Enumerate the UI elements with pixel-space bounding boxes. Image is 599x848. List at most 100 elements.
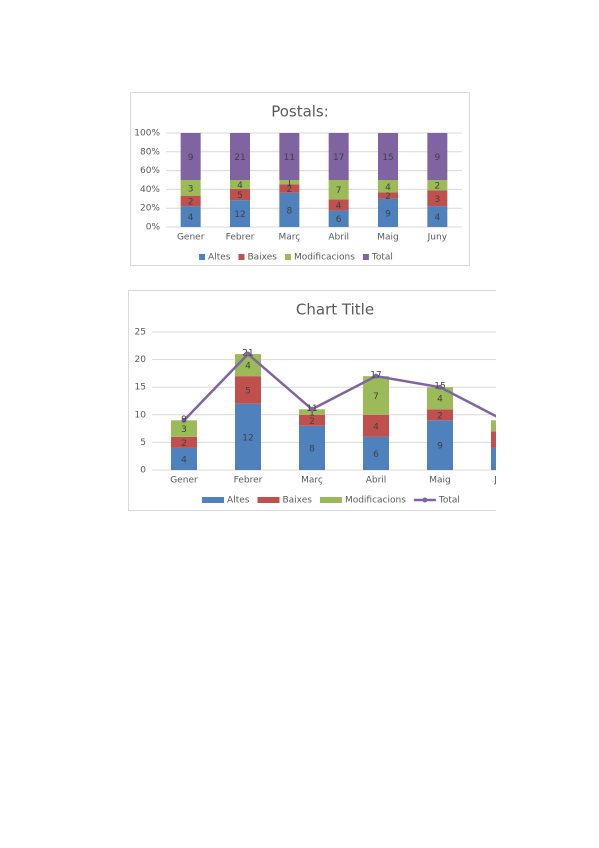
data-label: 3	[181, 425, 187, 435]
data-label: 7	[373, 392, 379, 402]
bar-segment	[171, 447, 197, 470]
x-tick-label: Maig	[377, 233, 399, 243]
bar-segment	[299, 425, 325, 470]
y-tick-label: 5	[140, 438, 146, 448]
chart-title: Chart Title	[296, 301, 374, 319]
bar-segment	[171, 420, 197, 437]
legend-label: Modificacions	[345, 496, 406, 506]
chart-postals: Postals: 0%20%40%60%80%100%Gener4239Febr…	[130, 92, 470, 266]
bar-segment	[230, 180, 250, 189]
data-label: 2	[437, 411, 443, 421]
bar-segment	[180, 206, 201, 227]
legend-label: Total	[371, 253, 393, 263]
data-label: 6	[373, 450, 379, 460]
legend-swatch	[284, 254, 291, 260]
data-label: 6	[336, 215, 342, 225]
data-label: 5	[237, 191, 243, 201]
y-tick-label: 20	[135, 355, 147, 365]
bar-segment	[235, 376, 261, 404]
line-marker	[309, 406, 315, 412]
y-tick-label: 60%	[140, 166, 160, 176]
line-marker	[437, 384, 443, 390]
bar-segment	[378, 133, 398, 180]
x-tick-label: Març	[278, 233, 300, 243]
data-label: 4	[181, 455, 187, 465]
bar-segment	[427, 206, 448, 227]
bar-segment	[328, 133, 349, 180]
data-label: 4	[437, 395, 443, 405]
bar-segment	[180, 180, 201, 196]
data-label: 8	[286, 206, 292, 216]
bar-segment	[180, 133, 201, 180]
y-tick-label: 100%	[134, 129, 160, 139]
data-label: 2	[385, 192, 391, 202]
bar-segment	[230, 133, 250, 180]
x-tick-label: Maig	[429, 476, 451, 486]
bar-segment	[427, 409, 453, 421]
bar-segment	[180, 195, 201, 207]
data-label: 4	[245, 362, 251, 372]
data-label: 4	[434, 213, 440, 223]
data-label: 12	[234, 210, 245, 220]
x-tick-label: Abril	[328, 233, 349, 243]
bar-segment	[279, 184, 300, 193]
bar-segment	[427, 180, 448, 191]
legend-label: Baixes	[247, 253, 277, 263]
bar-segment	[491, 420, 496, 432]
bar-segment	[299, 414, 325, 426]
bar-segment	[427, 420, 453, 470]
legend-swatch	[202, 497, 225, 503]
data-label: 11	[284, 153, 295, 163]
x-tick-label: Febrer	[234, 476, 263, 486]
legend-label: Altes	[227, 496, 250, 506]
data-label: 1	[286, 179, 292, 189]
bar-segment	[171, 436, 197, 448]
line	[183, 352, 496, 422]
data-label: 15	[434, 382, 445, 392]
data-label: 9	[385, 209, 391, 219]
data-label: 4	[373, 422, 379, 432]
legend-swatch	[257, 497, 280, 503]
bar-segment	[427, 190, 448, 207]
data-label: 9	[437, 442, 443, 452]
bar-segment	[491, 431, 496, 448]
bar-segment	[230, 188, 250, 201]
data-label: 5	[245, 386, 251, 396]
x-tick-label: Març	[301, 476, 323, 486]
data-label: 4	[336, 201, 342, 211]
bar-segment	[378, 198, 398, 227]
legend-label: Modificacions	[294, 253, 355, 263]
data-label: 2	[188, 197, 194, 207]
line-marker	[245, 351, 251, 357]
bar-segment	[378, 192, 398, 199]
bar-segment	[363, 376, 389, 415]
legend-swatch	[238, 254, 245, 260]
x-tick-label: Gener	[177, 233, 205, 243]
data-label: 17	[333, 153, 344, 163]
legend: Altes Baixes Modificacions Total	[202, 496, 460, 506]
chart-title-chart: Chart Title 0510152025Gener423Febrer1254…	[128, 290, 496, 511]
data-label: 4	[237, 181, 243, 191]
data-label: 2	[181, 439, 187, 449]
legend: Altes Baixes Modificacions Total	[199, 253, 393, 263]
bar-segment	[328, 199, 349, 211]
legend-label: Baixes	[282, 496, 312, 506]
x-tick-label: Juny	[493, 476, 496, 486]
bar-segment	[491, 447, 496, 470]
data-label: 3	[188, 184, 194, 194]
data-label: 2	[434, 182, 440, 192]
x-tick-label: Abril	[366, 476, 387, 486]
legend-label: Total	[438, 496, 460, 506]
y-tick-label: 15	[135, 383, 146, 393]
data-label: 21	[242, 349, 253, 359]
x-tick-label: Gener	[170, 476, 198, 486]
bar-segment	[299, 409, 325, 415]
data-label: 4	[188, 213, 194, 223]
y-tick-label: 10	[135, 410, 147, 420]
data-label: 8	[309, 444, 315, 454]
bar-segment	[279, 180, 300, 185]
legend-swatch	[422, 497, 428, 503]
data-label: 9	[434, 153, 440, 163]
line-marker	[181, 417, 187, 423]
